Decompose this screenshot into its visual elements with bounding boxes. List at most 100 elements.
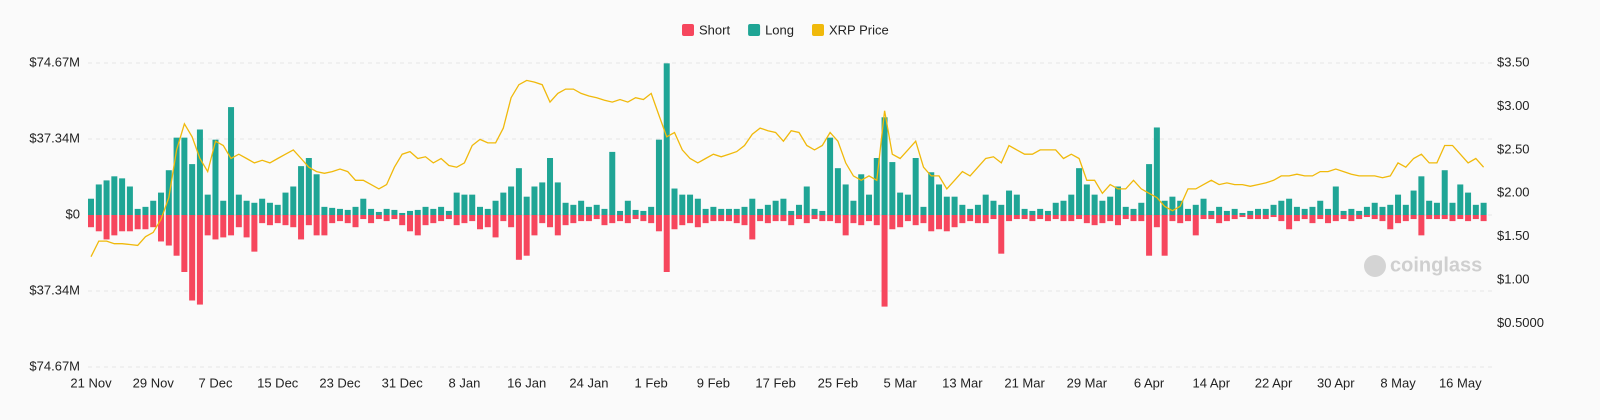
y2-tick-label: $1.50 xyxy=(1497,228,1530,243)
bar xyxy=(375,215,382,220)
bar xyxy=(663,63,670,215)
bar xyxy=(1114,186,1121,215)
bar xyxy=(119,178,126,215)
bar xyxy=(710,206,717,215)
bar xyxy=(1223,210,1230,215)
bar xyxy=(1184,215,1191,222)
bar xyxy=(1395,215,1402,224)
bar xyxy=(508,215,515,228)
bar xyxy=(1231,208,1238,215)
bar xyxy=(1138,202,1145,215)
bar xyxy=(523,215,530,256)
bar xyxy=(1278,200,1285,215)
bar xyxy=(1255,208,1261,215)
bar xyxy=(881,117,888,215)
bar xyxy=(1387,204,1394,215)
bar xyxy=(671,188,678,215)
bar xyxy=(150,215,157,228)
y2-tick-label: $3.50 xyxy=(1497,54,1530,69)
bar xyxy=(375,211,382,215)
bar xyxy=(204,194,211,215)
bar xyxy=(531,215,538,236)
bar xyxy=(165,215,172,246)
bar xyxy=(819,210,826,215)
bar xyxy=(539,215,546,224)
bar xyxy=(982,215,989,224)
bar xyxy=(687,194,694,215)
bar xyxy=(663,215,670,272)
bar xyxy=(1044,215,1051,222)
x-tick-label: 17 Feb xyxy=(755,375,795,390)
bar xyxy=(173,137,180,215)
bar xyxy=(1161,200,1168,215)
bar xyxy=(1402,204,1409,215)
bar xyxy=(1146,215,1153,256)
bar xyxy=(1457,215,1464,220)
bar xyxy=(126,186,133,215)
bar xyxy=(1426,200,1433,215)
bar xyxy=(336,215,343,222)
x-tick-label: 1 Feb xyxy=(635,375,668,390)
bar xyxy=(1107,215,1114,222)
bar xyxy=(305,158,312,215)
bar xyxy=(1200,198,1207,215)
bar xyxy=(282,215,289,226)
bar xyxy=(593,204,600,215)
bar xyxy=(204,215,211,236)
bar xyxy=(243,215,250,238)
bar xyxy=(1379,206,1386,215)
bar xyxy=(103,180,110,215)
bar xyxy=(1107,196,1114,215)
bar xyxy=(881,215,888,307)
x-tick-label: 13 Mar xyxy=(942,375,983,390)
bar xyxy=(1138,215,1145,222)
bar xyxy=(749,215,756,240)
bar xyxy=(780,215,787,222)
bar xyxy=(212,139,219,215)
bar xyxy=(1418,215,1425,236)
bar xyxy=(1083,184,1090,215)
y2-tick-label: $2.00 xyxy=(1497,185,1530,200)
bar xyxy=(1114,215,1121,226)
watermark-text: coinglass xyxy=(1390,254,1482,276)
bar xyxy=(562,215,569,226)
bar xyxy=(1472,204,1479,215)
bar xyxy=(951,215,958,228)
bar xyxy=(352,215,359,228)
bar xyxy=(1402,215,1409,222)
bar xyxy=(1410,190,1417,215)
bar xyxy=(967,208,974,215)
bar xyxy=(344,215,351,224)
y-tick-label: $74.67M xyxy=(29,358,80,373)
bar xyxy=(228,215,235,236)
bar xyxy=(990,215,997,220)
bar xyxy=(1013,215,1020,220)
bar xyxy=(593,215,600,220)
bar xyxy=(1091,215,1098,226)
bar xyxy=(445,215,452,220)
bar xyxy=(1293,215,1300,222)
x-tick-label: 25 Feb xyxy=(818,375,858,390)
bar xyxy=(803,186,810,215)
bar xyxy=(1223,215,1230,222)
bar xyxy=(1441,170,1448,215)
bar xyxy=(912,158,919,215)
bar xyxy=(967,215,974,222)
bar xyxy=(912,215,919,226)
bar xyxy=(1395,194,1402,215)
bar xyxy=(1239,212,1246,215)
bar xyxy=(827,137,834,215)
bar xyxy=(741,206,748,215)
bar xyxy=(298,166,305,215)
bar xyxy=(757,215,764,222)
bar xyxy=(1130,208,1137,215)
bar xyxy=(103,215,110,240)
bar xyxy=(1083,215,1090,224)
bar xyxy=(679,194,686,215)
bar xyxy=(430,208,437,215)
bar xyxy=(1465,192,1472,215)
bar xyxy=(126,215,133,232)
bar xyxy=(266,202,273,215)
bar xyxy=(601,215,608,226)
